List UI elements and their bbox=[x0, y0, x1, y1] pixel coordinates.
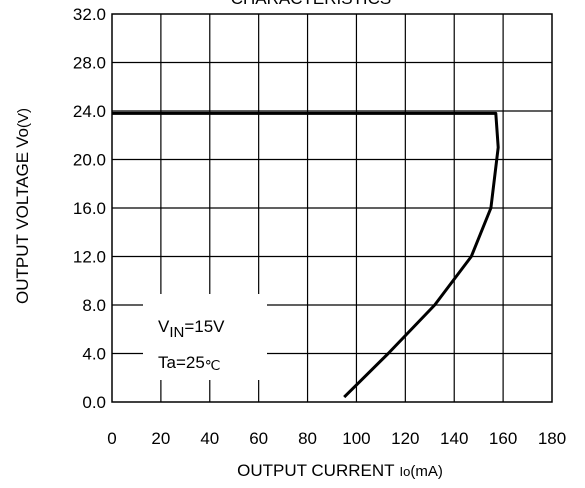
grid bbox=[112, 14, 552, 402]
y-tick-label: 28.0 bbox=[73, 54, 106, 73]
y-tick-label: 32.0 bbox=[73, 5, 106, 24]
x-tick-label: 40 bbox=[200, 429, 219, 448]
x-axis-title: OUTPUT CURRENT Io(mA) bbox=[237, 461, 443, 480]
annotation-background bbox=[143, 294, 267, 380]
x-tick-label: 100 bbox=[342, 429, 370, 448]
y-tick-label: 24.0 bbox=[73, 102, 106, 121]
plot-frame bbox=[111, 13, 553, 403]
y-tick-label: 20.0 bbox=[73, 151, 106, 170]
x-tick-label: 180 bbox=[538, 429, 566, 448]
chart-title: CHARACTERISTICS bbox=[231, 0, 392, 8]
y-axis-title: OUTPUT VOLTAGEVo(V) bbox=[13, 108, 32, 304]
x-tick-label: 120 bbox=[391, 429, 419, 448]
y-tick-label: 16.0 bbox=[73, 199, 106, 218]
x-tick-label: 80 bbox=[298, 429, 317, 448]
y-tick-label: 0.0 bbox=[82, 393, 106, 412]
x-tick-label: 160 bbox=[489, 429, 517, 448]
series-group bbox=[112, 111, 500, 399]
x-tick-label: 60 bbox=[249, 429, 268, 448]
y-tick-labels: 0.0 4.0 8.0 12.0 16.0 20.0 24.0 28.0 32.0 bbox=[73, 5, 106, 412]
x-tick-labels: 0 20 40 60 80 100 120 140 160 180 bbox=[107, 429, 566, 448]
y-tick-label: 12.0 bbox=[73, 248, 106, 267]
x-tick-label: 20 bbox=[151, 429, 170, 448]
x-tick-label: 0 bbox=[107, 429, 116, 448]
ta-annotation: Ta=25℃ bbox=[158, 353, 221, 373]
series-line bbox=[112, 111, 500, 399]
x-tick-label: 140 bbox=[440, 429, 468, 448]
vin-annotation: VIN=15V bbox=[158, 317, 225, 341]
y-tick-label: 4.0 bbox=[82, 345, 106, 364]
y-tick-label: 8.0 bbox=[82, 296, 106, 315]
plot-border bbox=[111, 13, 553, 403]
